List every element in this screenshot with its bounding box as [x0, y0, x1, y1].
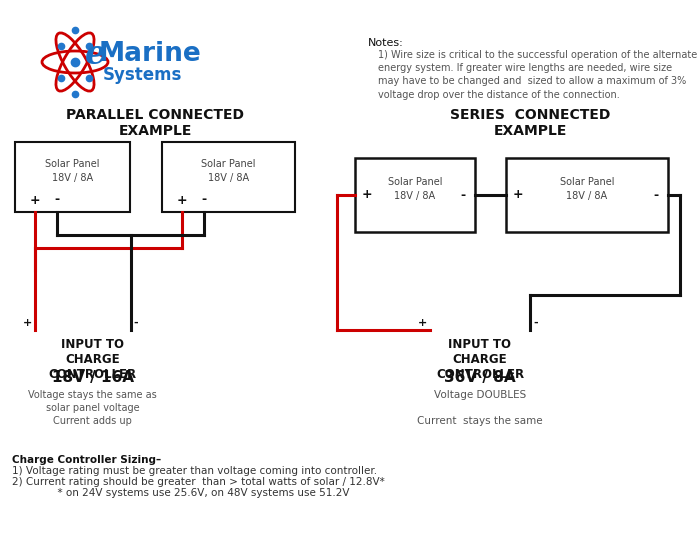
Text: Solar Panel
18V / 8A: Solar Panel 18V / 8A	[202, 159, 256, 183]
Bar	[506, 158, 668, 232]
Text: PARALLEL CONNECTED
EXAMPLE: PARALLEL CONNECTED EXAMPLE	[66, 108, 244, 138]
Text: +: +	[512, 189, 524, 202]
Text: * on 24V systems use 25.6V, on 48V systems use 51.2V: * on 24V systems use 25.6V, on 48V syste…	[12, 488, 349, 498]
Text: -: -	[55, 194, 60, 206]
Text: 2) Current rating should be greater  than > total watts of solar / 12.8V*: 2) Current rating should be greater than…	[12, 477, 385, 487]
Text: -: -	[653, 189, 659, 202]
Text: +: +	[22, 318, 32, 328]
Text: -: -	[134, 318, 138, 328]
Text: -: -	[202, 194, 206, 206]
Text: Systems: Systems	[103, 66, 183, 84]
Text: 36V / 8A: 36V / 8A	[444, 370, 516, 385]
Bar	[162, 142, 295, 212]
Text: Solar Panel
18V / 8A: Solar Panel 18V / 8A	[46, 159, 99, 183]
Text: +: +	[418, 318, 427, 328]
Text: Solar Panel
18V / 8A: Solar Panel 18V / 8A	[560, 177, 615, 201]
Text: Notes:: Notes:	[368, 38, 404, 48]
Text: 1) Voltage rating must be greater than voltage coming into controller.: 1) Voltage rating must be greater than v…	[12, 466, 377, 476]
Text: Charge Controller Sizing–: Charge Controller Sizing–	[12, 455, 161, 465]
Bar	[15, 142, 130, 212]
Text: +: +	[29, 194, 41, 206]
Text: Marine: Marine	[99, 41, 202, 67]
Text: 1) Wire size is critical to the successful operation of the alternate
energy sys: 1) Wire size is critical to the successf…	[378, 50, 697, 100]
Text: -: -	[533, 318, 538, 328]
Text: Voltage stays the same as
solar panel voltage
Current adds up: Voltage stays the same as solar panel vo…	[29, 390, 157, 426]
Text: 18V / 16A: 18V / 16A	[52, 370, 134, 385]
Text: INPUT TO
CHARGE
CONTROLLER: INPUT TO CHARGE CONTROLLER	[436, 338, 524, 381]
Text: +: +	[176, 194, 188, 206]
Text: SERIES  CONNECTED
EXAMPLE: SERIES CONNECTED EXAMPLE	[450, 108, 610, 138]
Bar	[355, 158, 475, 232]
Text: -: -	[461, 189, 466, 202]
Text: e: e	[85, 38, 106, 71]
Text: +: +	[362, 189, 372, 202]
Text: Voltage DOUBLES

Current  stays the same: Voltage DOUBLES Current stays the same	[417, 390, 542, 426]
Text: Solar Panel
18V / 8A: Solar Panel 18V / 8A	[388, 177, 442, 201]
Text: INPUT TO
CHARGE
CONTROLLER: INPUT TO CHARGE CONTROLLER	[49, 338, 136, 381]
